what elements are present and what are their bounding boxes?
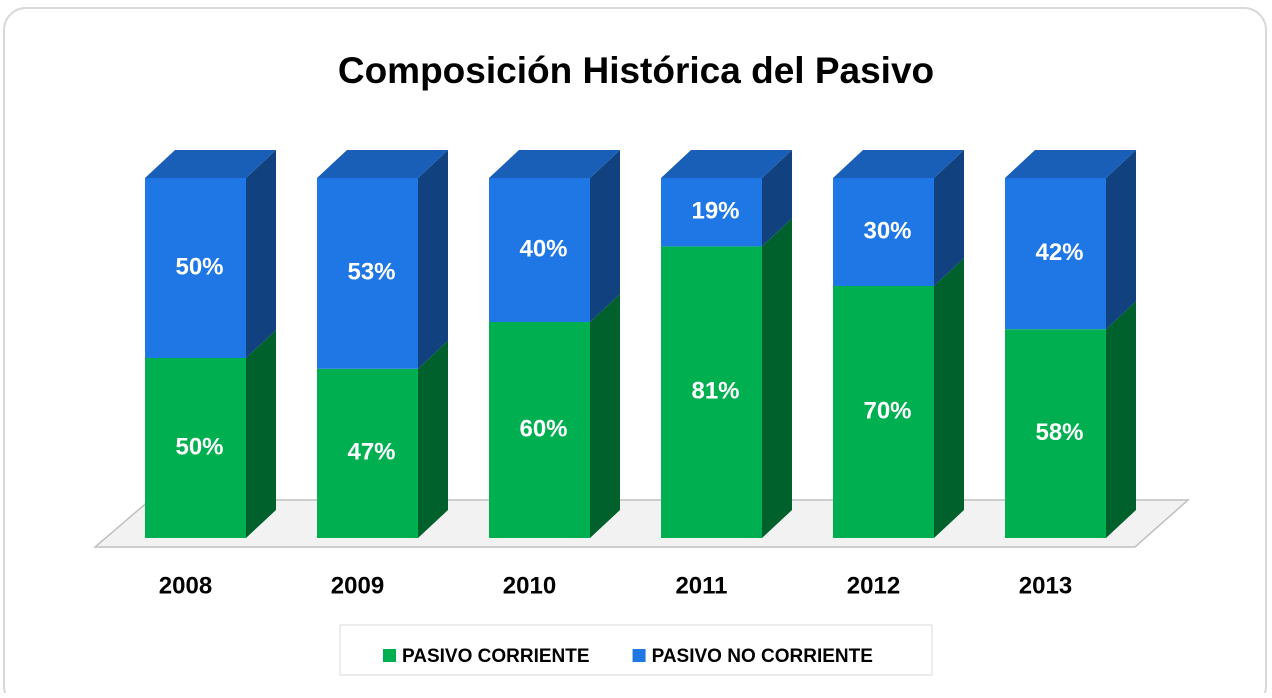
value-label: 60%	[519, 415, 567, 442]
bar-top	[317, 150, 448, 178]
bar-side	[418, 150, 448, 369]
bar-side	[762, 218, 792, 538]
legend-label: PASIVO NO CORRIENTE	[652, 646, 873, 667]
x-tick-label: 2009	[331, 572, 384, 599]
legend-marker	[383, 649, 396, 662]
value-label: 47%	[347, 439, 395, 466]
value-label: 81%	[691, 378, 739, 405]
value-label: 40%	[519, 235, 567, 262]
bar	[1005, 178, 1106, 330]
x-tick-label: 2008	[159, 572, 212, 599]
bar-side	[762, 150, 792, 247]
x-tick-label: 2010	[503, 572, 556, 599]
value-label: 42%	[1035, 239, 1083, 266]
bar-side	[246, 330, 276, 538]
bar-top	[1005, 150, 1136, 178]
bar	[489, 322, 590, 538]
bar	[317, 368, 418, 538]
value-label: 30%	[863, 217, 911, 244]
bar	[145, 358, 246, 538]
bar-side	[934, 258, 964, 538]
legend-label: PASIVO CORRIENTE	[402, 646, 590, 667]
x-tick-label: 2011	[675, 572, 727, 599]
bar-side	[590, 150, 620, 322]
legend-marker	[632, 649, 646, 662]
bar-side	[1106, 301, 1136, 538]
bar-top	[833, 150, 964, 178]
bar	[833, 178, 934, 286]
chart-title: Composición Histórica del Pasivo	[338, 50, 934, 91]
bar-side	[246, 150, 276, 358]
bar	[833, 286, 934, 538]
bar	[145, 178, 246, 358]
bar-top	[145, 150, 276, 178]
bar	[489, 178, 590, 322]
value-label: 50%	[175, 253, 223, 280]
value-label: 53%	[347, 259, 395, 286]
bar-side	[934, 150, 964, 286]
bar-side	[418, 340, 448, 538]
bar-side	[590, 294, 620, 538]
bar-side	[1106, 150, 1136, 330]
bar	[661, 178, 762, 247]
bar	[661, 246, 762, 538]
bar	[1005, 329, 1106, 538]
bar-top	[661, 150, 792, 178]
bar	[317, 178, 418, 369]
x-tick-label: 2012	[847, 572, 900, 599]
value-label: 58%	[1035, 419, 1083, 446]
value-label: 70%	[863, 397, 911, 424]
value-label: 19%	[691, 198, 739, 225]
value-label: 50%	[175, 433, 223, 460]
x-tick-label: 2013	[1019, 572, 1072, 599]
bar-top	[489, 150, 620, 178]
